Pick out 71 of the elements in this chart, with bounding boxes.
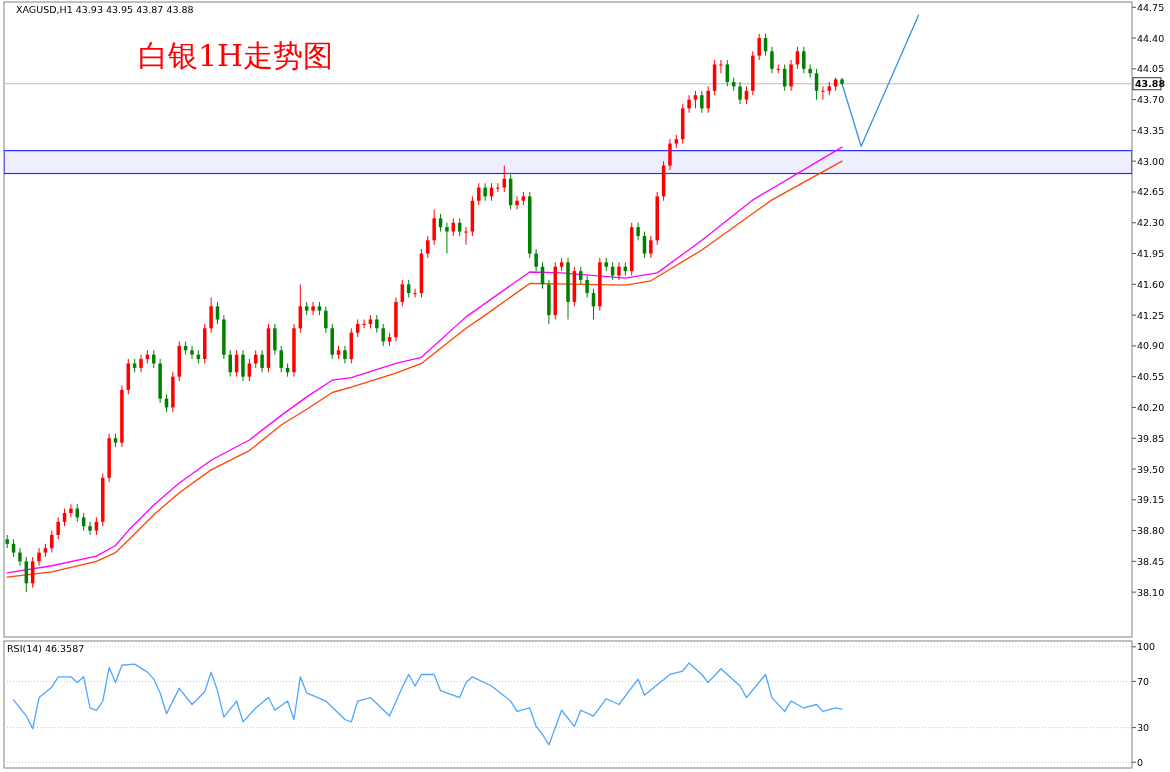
text: 白银1H走势图 xyxy=(138,38,334,73)
candlestick xyxy=(464,226,468,246)
y-tick-label: 100 xyxy=(1137,641,1156,653)
ref-line-label: 43.88 xyxy=(1135,78,1166,90)
candlestick xyxy=(687,94,691,114)
candlestick xyxy=(706,85,710,114)
y-tick-label: 70 xyxy=(1137,675,1150,687)
candlestick xyxy=(37,547,41,567)
candlestick xyxy=(50,530,54,554)
y-tick-label: 38.80 xyxy=(1137,525,1165,537)
candlestick xyxy=(700,90,704,114)
y-tick-label: 39.85 xyxy=(1137,432,1165,444)
y-tick-label: 42.65 xyxy=(1137,186,1165,198)
candlestick xyxy=(56,516,60,540)
candlestick xyxy=(247,358,252,382)
candlestick xyxy=(802,46,806,74)
candlestick xyxy=(515,195,519,211)
candlestick xyxy=(719,59,723,74)
y-tick-label: 42.30 xyxy=(1137,217,1165,229)
candlestick xyxy=(432,209,436,246)
candlestick xyxy=(821,85,825,101)
candlestick xyxy=(534,248,538,272)
y-tick-label: 38.10 xyxy=(1137,586,1165,598)
candlestick xyxy=(426,235,430,259)
candlestick xyxy=(228,349,232,378)
y-tick-label: 40.20 xyxy=(1137,401,1165,413)
y-tick-label: 43.00 xyxy=(1137,155,1165,167)
candlestick xyxy=(324,305,328,334)
candlestick xyxy=(190,345,194,360)
candlestick xyxy=(757,33,761,61)
y-tick-label: 40.90 xyxy=(1137,340,1165,352)
candlestick xyxy=(18,547,22,567)
y-tick-label: 39.50 xyxy=(1137,463,1165,475)
candlestick xyxy=(88,521,92,536)
candlestick xyxy=(617,261,621,281)
y-tick-label: 43.35 xyxy=(1137,124,1165,136)
candlestick xyxy=(311,301,315,316)
candlestick xyxy=(477,182,481,206)
annotation: XAGUSD,H1 43.93 43.95 43.87 43.88 xyxy=(16,4,194,15)
y-tick-label: 44.75 xyxy=(1137,1,1165,13)
candlestick xyxy=(362,319,366,329)
candlestick xyxy=(585,275,589,299)
candlestick xyxy=(496,182,500,193)
y-tick-label: 39.15 xyxy=(1137,494,1165,506)
candlestick xyxy=(649,235,653,259)
y-tick-label: 44.05 xyxy=(1137,63,1165,75)
y-tick-label: 41.60 xyxy=(1137,278,1165,290)
chart-title: RSI(14) 46.3587 xyxy=(7,643,85,654)
candlestick xyxy=(215,301,220,325)
y-tick-label: 0 xyxy=(1137,756,1144,768)
candlestick xyxy=(69,503,73,518)
candlestick xyxy=(209,297,213,334)
y-tick-label: 44.40 xyxy=(1137,32,1165,44)
y-tick-label: 41.25 xyxy=(1137,309,1165,321)
candlestick xyxy=(241,349,245,382)
y-tick-label: 38.45 xyxy=(1137,555,1165,567)
line-series xyxy=(12,662,843,746)
candlestick xyxy=(260,349,264,373)
y-tick-label: 41.95 xyxy=(1137,248,1165,260)
candlestick xyxy=(668,138,672,171)
candlestick xyxy=(413,288,417,299)
y-tick-label: 43.70 xyxy=(1137,94,1165,106)
candlestick xyxy=(738,81,742,105)
candlestick xyxy=(770,46,774,74)
y-tick-label: 30 xyxy=(1137,722,1150,734)
candlestick xyxy=(445,222,449,255)
candlestick xyxy=(381,323,385,347)
candlestick xyxy=(279,345,283,373)
y-tick-label: 40.55 xyxy=(1137,371,1165,383)
candlestick xyxy=(273,323,277,356)
candlestick xyxy=(789,59,793,92)
